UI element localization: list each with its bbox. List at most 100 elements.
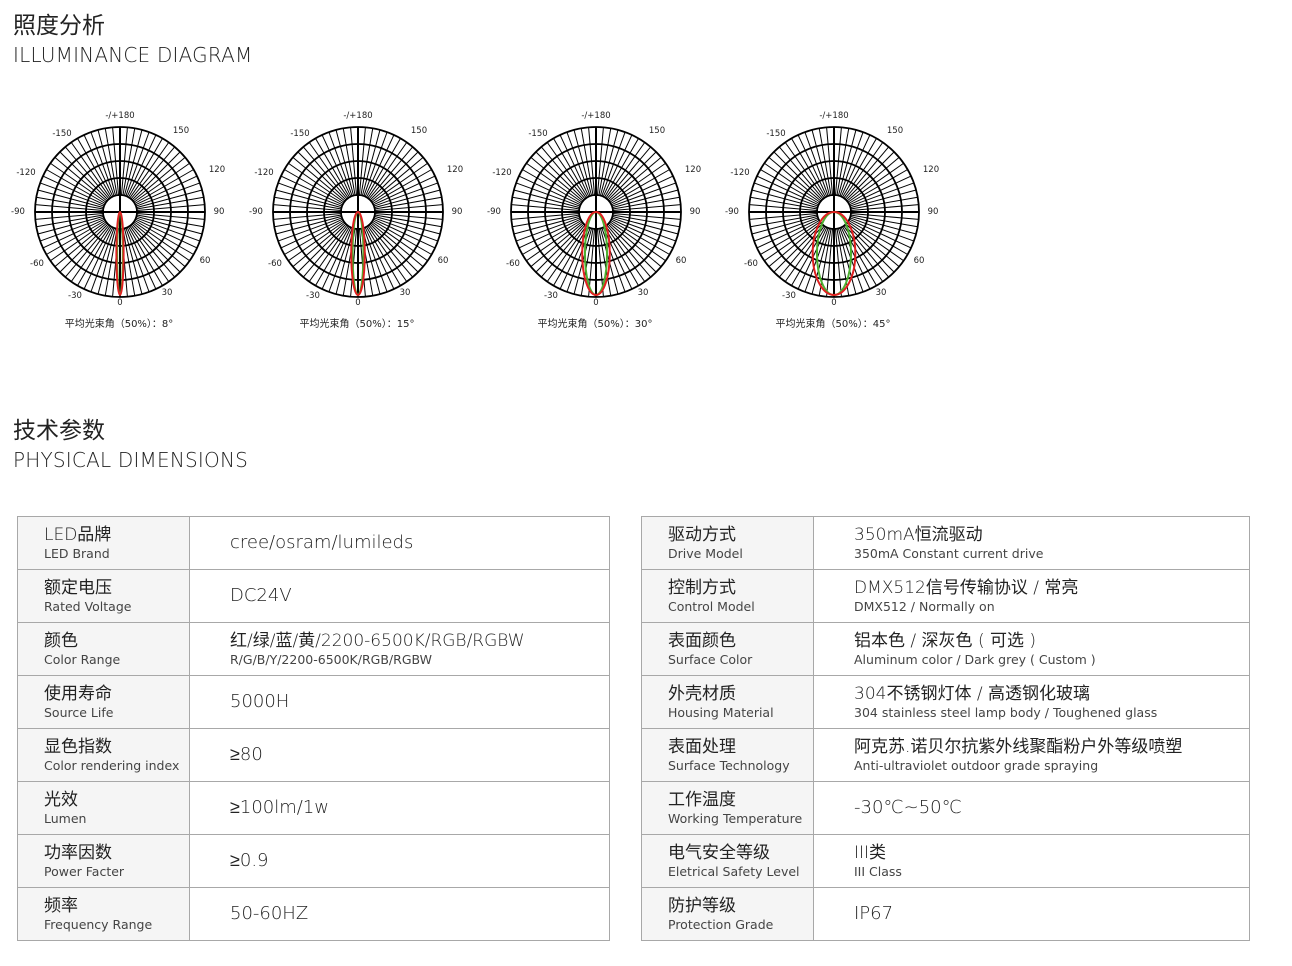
spec-value-cn: 304不锈钢灯体 / 高透钢化玻璃 [854, 683, 1090, 704]
spec-label-en: Eletrical Safety Level [668, 863, 800, 879]
angle-label: -60 [268, 259, 282, 269]
spec-label-en: Working Temperature [668, 810, 803, 826]
angle-label: 150 [411, 126, 427, 136]
spec-value-cn: 阿克苏.诺贝尔抗紫外线聚酯粉户外等级喷塑 [854, 736, 1183, 757]
spec-value-cn: DC24V [230, 585, 292, 606]
angle-label: -120 [254, 168, 273, 178]
spec-table-right: 驱动方式 Drive Model 350mA恒流驱动 350mA Constant c… [641, 516, 1250, 941]
polar-diagram: -/+180 -150 150 -120 120 -90 90 -60 60 -30 30 0 平均光束… [238, 108, 476, 338]
angle-label: -30 [306, 291, 320, 301]
spec-value-cn: III类 [854, 842, 887, 863]
spec-row: 控制方式 Control Model DMX512信号传输协议 / 常亮 DMX512… [641, 569, 1250, 623]
spec-value-cn: -30℃~50℃ [854, 797, 962, 818]
angle-label: -150 [528, 129, 547, 139]
angle-label: -60 [744, 259, 758, 269]
spec-value-cn: 350mA恒流驱动 [854, 524, 983, 545]
spec-label-cn: 外壳材质 [668, 683, 736, 704]
spec-label-cn: 显色指数 [44, 736, 112, 757]
spec-row: 光效 Lumen ≥100lm/1w [17, 781, 610, 835]
spec-value-en: DMX512 / Normally on [854, 598, 995, 614]
spec-label: 工作温度 Working Temperature [641, 781, 814, 835]
angle-label: 120 [685, 165, 701, 175]
angle-label: 60 [438, 256, 449, 266]
spec-label-en: Control Model [668, 598, 755, 614]
spec-label-en: Drive Model [668, 545, 743, 561]
angle-label: -150 [290, 129, 309, 139]
spec-value-en: III Class [854, 863, 902, 879]
angle-label: 150 [649, 126, 665, 136]
spec-row: 频率 Frequency Range 50-60HZ [17, 887, 610, 941]
angle-label: -60 [506, 259, 520, 269]
spec-row: 工作温度 Working Temperature -30℃~50℃ [641, 781, 1250, 835]
beam-curve-red [115, 211, 125, 296]
angle-label: 0 [831, 298, 836, 308]
angle-label: -/+180 [105, 111, 134, 121]
spec-row: 外壳材质 Housing Material 304不锈钢灯体 / 高透钢化玻璃 304… [641, 675, 1250, 729]
spec-label-cn: 光效 [44, 789, 78, 810]
spec-label: 颜色 Color Range [17, 622, 190, 676]
spec-label: 频率 Frequency Range [17, 887, 190, 941]
angle-label: 150 [887, 126, 903, 136]
spec-label-cn: 防护等级 [668, 895, 736, 916]
angle-label: 90 [928, 207, 939, 217]
spec-row: 功率因数 Power Facter ≥0.9 [17, 834, 610, 888]
spec-value: ≥0.9 [189, 834, 610, 888]
spec-value: 350mA恒流驱动 350mA Constant current drive [813, 516, 1250, 570]
angle-label: 60 [676, 256, 687, 266]
spec-value-cn: ≥80 [230, 744, 263, 765]
illuminance-title-cn: 照度分析 [13, 13, 105, 39]
angle-label: -/+180 [819, 111, 848, 121]
spec-row: LED品牌 LED Brand cree/osram/lumileds [17, 516, 610, 570]
beam-curve-red [811, 211, 857, 296]
spec-label-en: Power Facter [44, 863, 125, 879]
beam-angle-caption: 平均光束角（50%）：15° [299, 319, 415, 330]
spec-value-cn: 5000H [230, 691, 290, 712]
spec-label-en: Frequency Range [44, 916, 153, 932]
spec-value-en: Aluminum color / Dark grey ( Custom ) [854, 651, 1096, 667]
angle-label: 0 [117, 298, 122, 308]
specs-title-cn: 技术参数 [13, 418, 105, 444]
spec-label-en: Surface Color [668, 651, 753, 667]
polar-diagram: -/+180 -150 150 -120 120 -90 90 -60 60 -30 30 0 平均光束… [0, 108, 238, 338]
spec-label-en: Source Life [44, 704, 114, 720]
spec-value: DC24V [189, 569, 610, 623]
angle-label: -120 [492, 168, 511, 178]
angle-label: -/+180 [581, 111, 610, 121]
spec-label-cn: 控制方式 [668, 577, 736, 598]
spec-value-cn: ≥100lm/1w [230, 797, 330, 818]
angle-label: -30 [782, 291, 796, 301]
illuminance-title-en: ILLUMINANCE DIAGRAM [13, 43, 253, 67]
angle-label: -150 [766, 129, 785, 139]
spec-label-cn: 功率因数 [44, 842, 112, 863]
beam-curve-red [350, 211, 366, 296]
spec-label: 额定电压 Rated Voltage [17, 569, 190, 623]
polar-diagram: -/+180 -150 150 -120 120 -90 90 -60 60 -30 30 0 平均光束… [714, 108, 952, 338]
spec-row: 显色指数 Color rendering index ≥80 [17, 728, 610, 782]
spec-label-cn: 表面处理 [668, 736, 736, 757]
angle-label: 60 [914, 256, 925, 266]
spec-label-cn: 额定电压 [44, 577, 112, 598]
spec-value: 5000H [189, 675, 610, 729]
angle-label: 60 [200, 256, 211, 266]
angle-label: -30 [544, 291, 558, 301]
beam-angle-caption: 平均光束角（50%）：45° [775, 319, 891, 330]
spec-value-en: 350mA Constant current drive [854, 545, 1044, 561]
spec-label-cn: LED品牌 [44, 524, 112, 545]
angle-label: -90 [487, 207, 501, 217]
angle-label: -120 [16, 168, 35, 178]
spec-row: 表面处理 Surface Technology 阿克苏.诺贝尔抗紫外线聚酯粉户外等级… [641, 728, 1250, 782]
angle-label: 90 [452, 207, 463, 217]
spec-value-cn: cree/osram/lumileds [230, 532, 414, 553]
spec-label-cn: 频率 [44, 895, 78, 916]
spec-value: ≥80 [189, 728, 610, 782]
spec-label: LED品牌 LED Brand [17, 516, 190, 570]
angle-label: 120 [923, 165, 939, 175]
spec-value-en: R/G/B/Y/2200-6500K/RGB/RGBW [230, 651, 432, 667]
spec-value: DMX512信号传输协议 / 常亮 DMX512 / Normally on [813, 569, 1250, 623]
spec-label-cn: 工作温度 [668, 789, 736, 810]
spec-label-cn: 颜色 [44, 630, 78, 651]
angle-label: 0 [355, 298, 360, 308]
angle-label: 30 [876, 288, 887, 298]
spec-label-en: Rated Voltage [44, 598, 132, 614]
angle-label: 30 [162, 288, 173, 298]
